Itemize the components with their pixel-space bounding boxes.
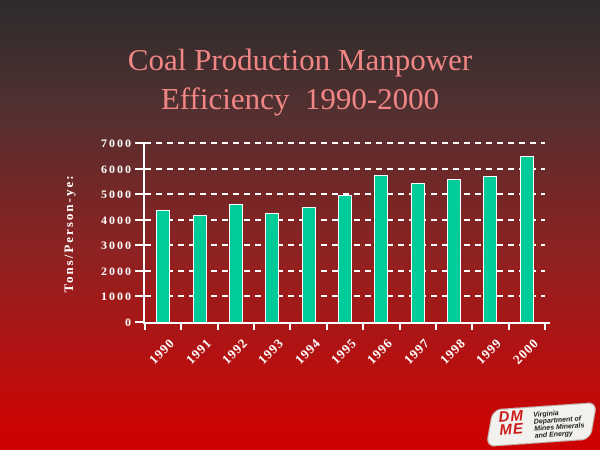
dmme-logo: DM ME Virginia Department of Mines Miner… (485, 402, 598, 447)
y-axis-tick-6000 (135, 167, 144, 170)
y-axis-tick-4000 (135, 218, 144, 221)
x-axis-tick (144, 324, 146, 330)
x-tick-label-1998: 1998 (436, 335, 469, 367)
y-tick-label-1000: 1000 (101, 289, 133, 304)
x-tick-label-1999: 1999 (473, 335, 506, 367)
y-axis-labels: 0 1000 2000 3000 4000 5000 6000 7000 (84, 136, 133, 329)
x-tick-label-1990: 1990 (145, 335, 178, 367)
y-axis-line (143, 142, 145, 323)
y-axis-tick-5000 (135, 193, 144, 196)
y-axis-title: Tons/Person-ye: (58, 143, 80, 322)
x-tick-label-1992: 1992 (218, 335, 251, 367)
logo-acronym-bottom: ME (498, 420, 525, 439)
x-axis-tick (398, 324, 401, 330)
bar-1996 (374, 174, 389, 322)
x-axis-tick (434, 324, 437, 330)
x-axis-tick (180, 324, 183, 330)
y-axis-tick-1000 (135, 295, 144, 298)
bar-1994 (301, 206, 316, 322)
bar-1992 (228, 204, 243, 322)
bar-1998 (447, 178, 462, 322)
x-axis-tick (289, 324, 292, 330)
x-tick-label-1996: 1996 (364, 335, 396, 367)
x-axis-tick (544, 324, 546, 330)
y-tick-label-6000: 6000 (101, 161, 133, 176)
y-tick-label-5000: 5000 (101, 187, 133, 202)
bar-1991 (192, 214, 207, 322)
y-tick-label-0: 0 (125, 315, 133, 329)
y-axis-title-text: Tons/Person-ye: (61, 172, 76, 293)
x-axis-line (143, 322, 550, 324)
y-axis-tick-0 (135, 321, 144, 323)
x-tick-label-1991: 1991 (182, 335, 215, 367)
bar-1995 (338, 195, 352, 322)
bar-1997 (410, 182, 425, 322)
x-axis-tick (325, 324, 328, 330)
x-tick-label-1993: 1993 (255, 335, 287, 367)
bar-1990 (156, 209, 171, 322)
bar-1993 (265, 213, 280, 322)
x-axis-labels: 1990 1991 1992 1993 1994 1995 1996 1997 1998 1999… (145, 331, 545, 391)
x-axis-tick (253, 324, 256, 330)
bar-2000 (519, 155, 534, 322)
x-tick-label-2000: 2000 (509, 335, 542, 367)
gridline-7000 (145, 142, 545, 144)
x-axis-tick (216, 324, 219, 330)
y-axis-tick-7000 (135, 142, 144, 144)
y-tick-label-3000: 3000 (101, 238, 133, 253)
x-axis-tick (362, 324, 365, 330)
logo-acronym: DM ME (498, 407, 525, 439)
x-tick-label-1994: 1994 (291, 335, 324, 367)
x-tick-label-1997: 1997 (400, 335, 433, 367)
x-axis-tick (471, 324, 474, 330)
y-tick-label-2000: 2000 (101, 263, 133, 278)
gridline-6000 (145, 167, 545, 170)
y-axis-tick-2000 (135, 269, 144, 272)
slide-title: Coal Production Manpower Efficiency 1990… (20, 40, 580, 118)
logo-text: Virginia Department of Mines Minerals an… (533, 408, 585, 440)
slide-title-line-1: Coal Production Manpower (127, 42, 473, 77)
bar-1999 (483, 176, 498, 322)
x-tick-label-1995: 1995 (327, 335, 360, 367)
plot-area (135, 142, 550, 330)
y-tick-label-7000: 7000 (101, 136, 133, 150)
slide-title-line-2: Efficiency 1990-2000 (160, 81, 440, 116)
y-axis-tick-3000 (135, 244, 144, 247)
x-axis-tick (507, 324, 510, 330)
gridline-5000 (145, 193, 545, 196)
y-tick-label-4000: 4000 (101, 212, 133, 227)
